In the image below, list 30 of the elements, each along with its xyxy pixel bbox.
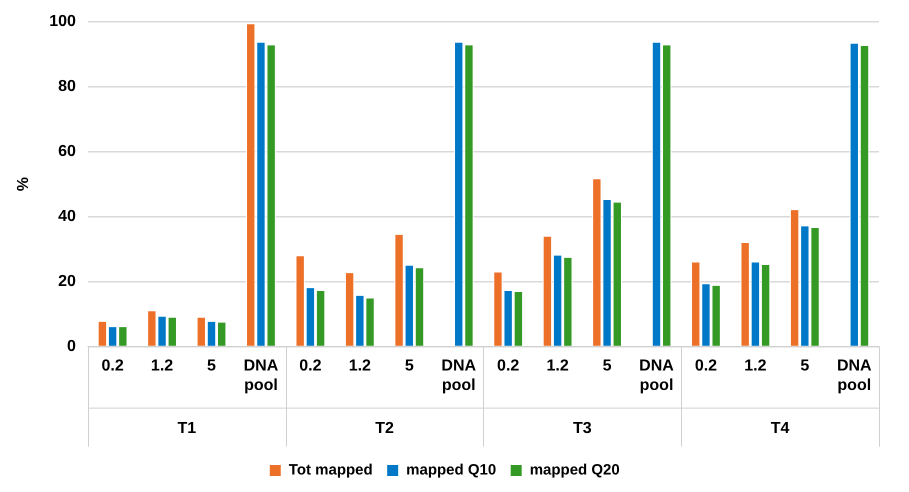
- x-tick-label: 0.2: [694, 358, 718, 375]
- text: T4: [770, 420, 790, 438]
- x-tick-label: 1.2: [150, 358, 174, 375]
- legend-label: mapped Q20: [530, 462, 620, 479]
- x-tick-label: DNA pool: [639, 358, 674, 394]
- x-tick-label: DNA pool: [441, 358, 476, 394]
- x-tick-label: 1.2: [546, 358, 569, 375]
- y-tick-label: 60: [58, 143, 76, 160]
- text: T3: [573, 420, 592, 438]
- x-tick-label: 5: [404, 358, 414, 375]
- y-tick-label: 40: [58, 208, 76, 226]
- x-tick-label: 5: [602, 358, 612, 375]
- x-tick-label: DNA pool: [836, 358, 872, 394]
- y-tick-label: 100: [49, 13, 76, 30]
- x-tick-label: 0.2: [497, 358, 520, 375]
- text: T1: [177, 420, 196, 438]
- x-tick-label: 0.2: [101, 358, 124, 375]
- x-tick-label: 0.2: [299, 358, 322, 375]
- text: T2: [375, 420, 394, 438]
- y-tick-label: 0: [66, 338, 76, 356]
- y-tick-label: 80: [58, 78, 76, 96]
- x-tick-label: 1.2: [348, 358, 372, 375]
- y-axis-title: %: [15, 176, 32, 192]
- y-tick-label: 20: [58, 273, 76, 290]
- legend-label: mapped Q10: [406, 462, 496, 479]
- x-tick-label: 5: [207, 358, 216, 375]
- x-tick-label: 1.2: [744, 358, 767, 375]
- legend-label: Tot mapped: [288, 462, 373, 479]
- x-tick-label: DNA pool: [244, 358, 279, 394]
- x-tick-label: 5: [800, 358, 810, 375]
